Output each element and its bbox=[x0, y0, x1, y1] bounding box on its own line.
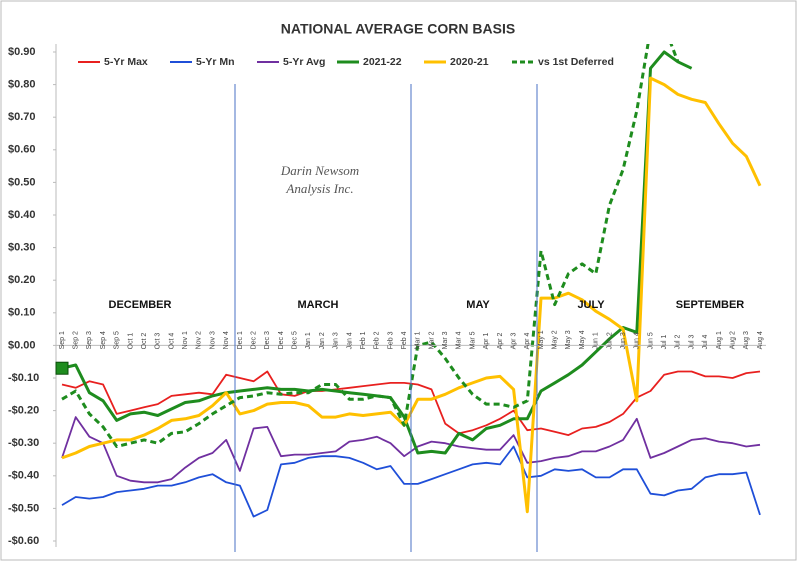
x-tick-label: May 1 bbox=[538, 330, 545, 349]
x-tick-label: Sep 1 bbox=[59, 331, 66, 349]
y-tick-label: $0.30 bbox=[8, 242, 36, 254]
x-tick-label: Mar 1 bbox=[415, 331, 422, 349]
y-tick-label: $0.50 bbox=[8, 176, 36, 188]
x-tick-label: Dec 1 bbox=[237, 331, 244, 349]
x-tick-label: Oct 4 bbox=[168, 333, 175, 350]
x-tick-label: Jan 4 bbox=[346, 332, 353, 349]
watermark: Darin Newsom bbox=[280, 163, 359, 178]
x-tick-label: Oct 1 bbox=[127, 333, 134, 350]
x-tick-label: Dec 5 bbox=[292, 331, 299, 349]
x-tick-label: Oct 2 bbox=[141, 333, 148, 350]
y-tick-label: -$0.60 bbox=[8, 535, 39, 547]
x-tick-label: Nov 2 bbox=[196, 331, 203, 349]
x-tick-label: Jun 3 bbox=[620, 332, 627, 349]
x-tick-label: Feb 3 bbox=[387, 331, 394, 349]
period-label: MAY bbox=[466, 299, 490, 311]
x-tick-label: Jan 2 bbox=[319, 332, 326, 349]
x-tick-label: Aug 4 bbox=[757, 331, 764, 349]
x-tick-label: Mar 3 bbox=[442, 331, 449, 349]
x-tick-label: Aug 1 bbox=[716, 331, 723, 349]
x-tick-label: Jun 1 bbox=[593, 332, 600, 349]
y-tick-label: -$0.50 bbox=[8, 502, 39, 514]
x-tick-label: Dec 2 bbox=[250, 331, 257, 349]
x-tick-label: Sep 3 bbox=[86, 331, 93, 349]
x-tick-label: Dec 3 bbox=[264, 331, 271, 349]
x-tick-label: Jul 1 bbox=[661, 335, 668, 350]
x-tick-label: Jun 2 bbox=[606, 332, 613, 349]
y-tick-label: -$0.10 bbox=[8, 372, 39, 384]
x-tick-label: Feb 4 bbox=[401, 331, 408, 349]
point-marker bbox=[55, 361, 69, 375]
legend-label: 5-Yr Max bbox=[104, 56, 148, 68]
x-tick-label: Jun 4 bbox=[634, 332, 641, 349]
y-tick-label: $0.40 bbox=[8, 209, 36, 221]
period-label: SEPTEMBER bbox=[676, 299, 745, 311]
chart-title: NATIONAL AVERAGE CORN BASIS bbox=[281, 21, 515, 37]
x-tick-label: Jun 5 bbox=[647, 332, 654, 349]
watermark: Analysis Inc. bbox=[285, 181, 353, 196]
y-tick-label: $0.60 bbox=[8, 144, 36, 156]
y-tick-label: $0.70 bbox=[8, 111, 36, 123]
legend-label: 5-Yr Mn bbox=[196, 56, 235, 68]
x-tick-label: Apr 4 bbox=[524, 333, 531, 350]
y-tick-label: -$0.40 bbox=[8, 470, 39, 482]
y-tick-label: -$0.20 bbox=[8, 405, 39, 417]
x-tick-label: Jul 2 bbox=[675, 335, 682, 350]
x-tick-label: Jan 3 bbox=[333, 332, 340, 349]
legend-label: 2021-22 bbox=[363, 56, 402, 68]
series-line bbox=[61, 44, 680, 448]
x-tick-label: May 3 bbox=[565, 330, 572, 349]
x-tick-label: Mar 2 bbox=[428, 331, 435, 349]
x-tick-label: Aug 2 bbox=[729, 331, 736, 349]
x-tick-label: Sep 5 bbox=[114, 331, 121, 349]
x-tick-label: Apr 2 bbox=[497, 333, 504, 350]
x-tick-label: Nov 4 bbox=[223, 331, 230, 349]
legend-label: 5-Yr Avg bbox=[283, 56, 325, 68]
x-tick-label: Apr 3 bbox=[510, 333, 517, 350]
y-tick-label: -$0.30 bbox=[8, 437, 39, 449]
x-tick-label: Mar 4 bbox=[456, 331, 463, 349]
y-tick-label: $0.10 bbox=[8, 307, 36, 319]
x-tick-label: Jan 1 bbox=[305, 332, 312, 349]
series-line bbox=[61, 50, 693, 455]
x-tick-label: Feb 1 bbox=[360, 331, 367, 349]
x-tick-label: Sep 4 bbox=[100, 331, 107, 349]
x-tick-label: Sep 2 bbox=[73, 331, 80, 349]
period-label: JULY bbox=[577, 299, 605, 311]
x-tick-label: Jul 4 bbox=[702, 335, 709, 350]
y-tick-label: $0.80 bbox=[8, 79, 36, 91]
x-tick-label: Oct 3 bbox=[155, 333, 162, 350]
x-tick-label: Nov 1 bbox=[182, 331, 189, 349]
y-tick-label: $0.90 bbox=[8, 46, 36, 58]
x-tick-label: May 2 bbox=[552, 330, 559, 349]
y-tick-label: $0.00 bbox=[8, 339, 36, 351]
x-tick-label: Feb 2 bbox=[374, 331, 381, 349]
period-label: DECEMBER bbox=[109, 299, 172, 311]
legend-label: vs 1st Deferred bbox=[538, 56, 614, 68]
x-tick-label: Mar 5 bbox=[469, 331, 476, 349]
period-label: MARCH bbox=[298, 299, 339, 311]
y-tick-label: $0.20 bbox=[8, 274, 36, 286]
x-tick-label: Aug 3 bbox=[743, 331, 750, 349]
x-tick-label: Jul 3 bbox=[688, 335, 695, 350]
x-tick-label: Apr 1 bbox=[483, 333, 490, 350]
x-tick-label: May 4 bbox=[579, 330, 586, 349]
x-tick-label: Nov 3 bbox=[209, 331, 216, 349]
legend-label: 2020-21 bbox=[450, 56, 489, 68]
x-tick-label: Dec 4 bbox=[278, 331, 285, 349]
